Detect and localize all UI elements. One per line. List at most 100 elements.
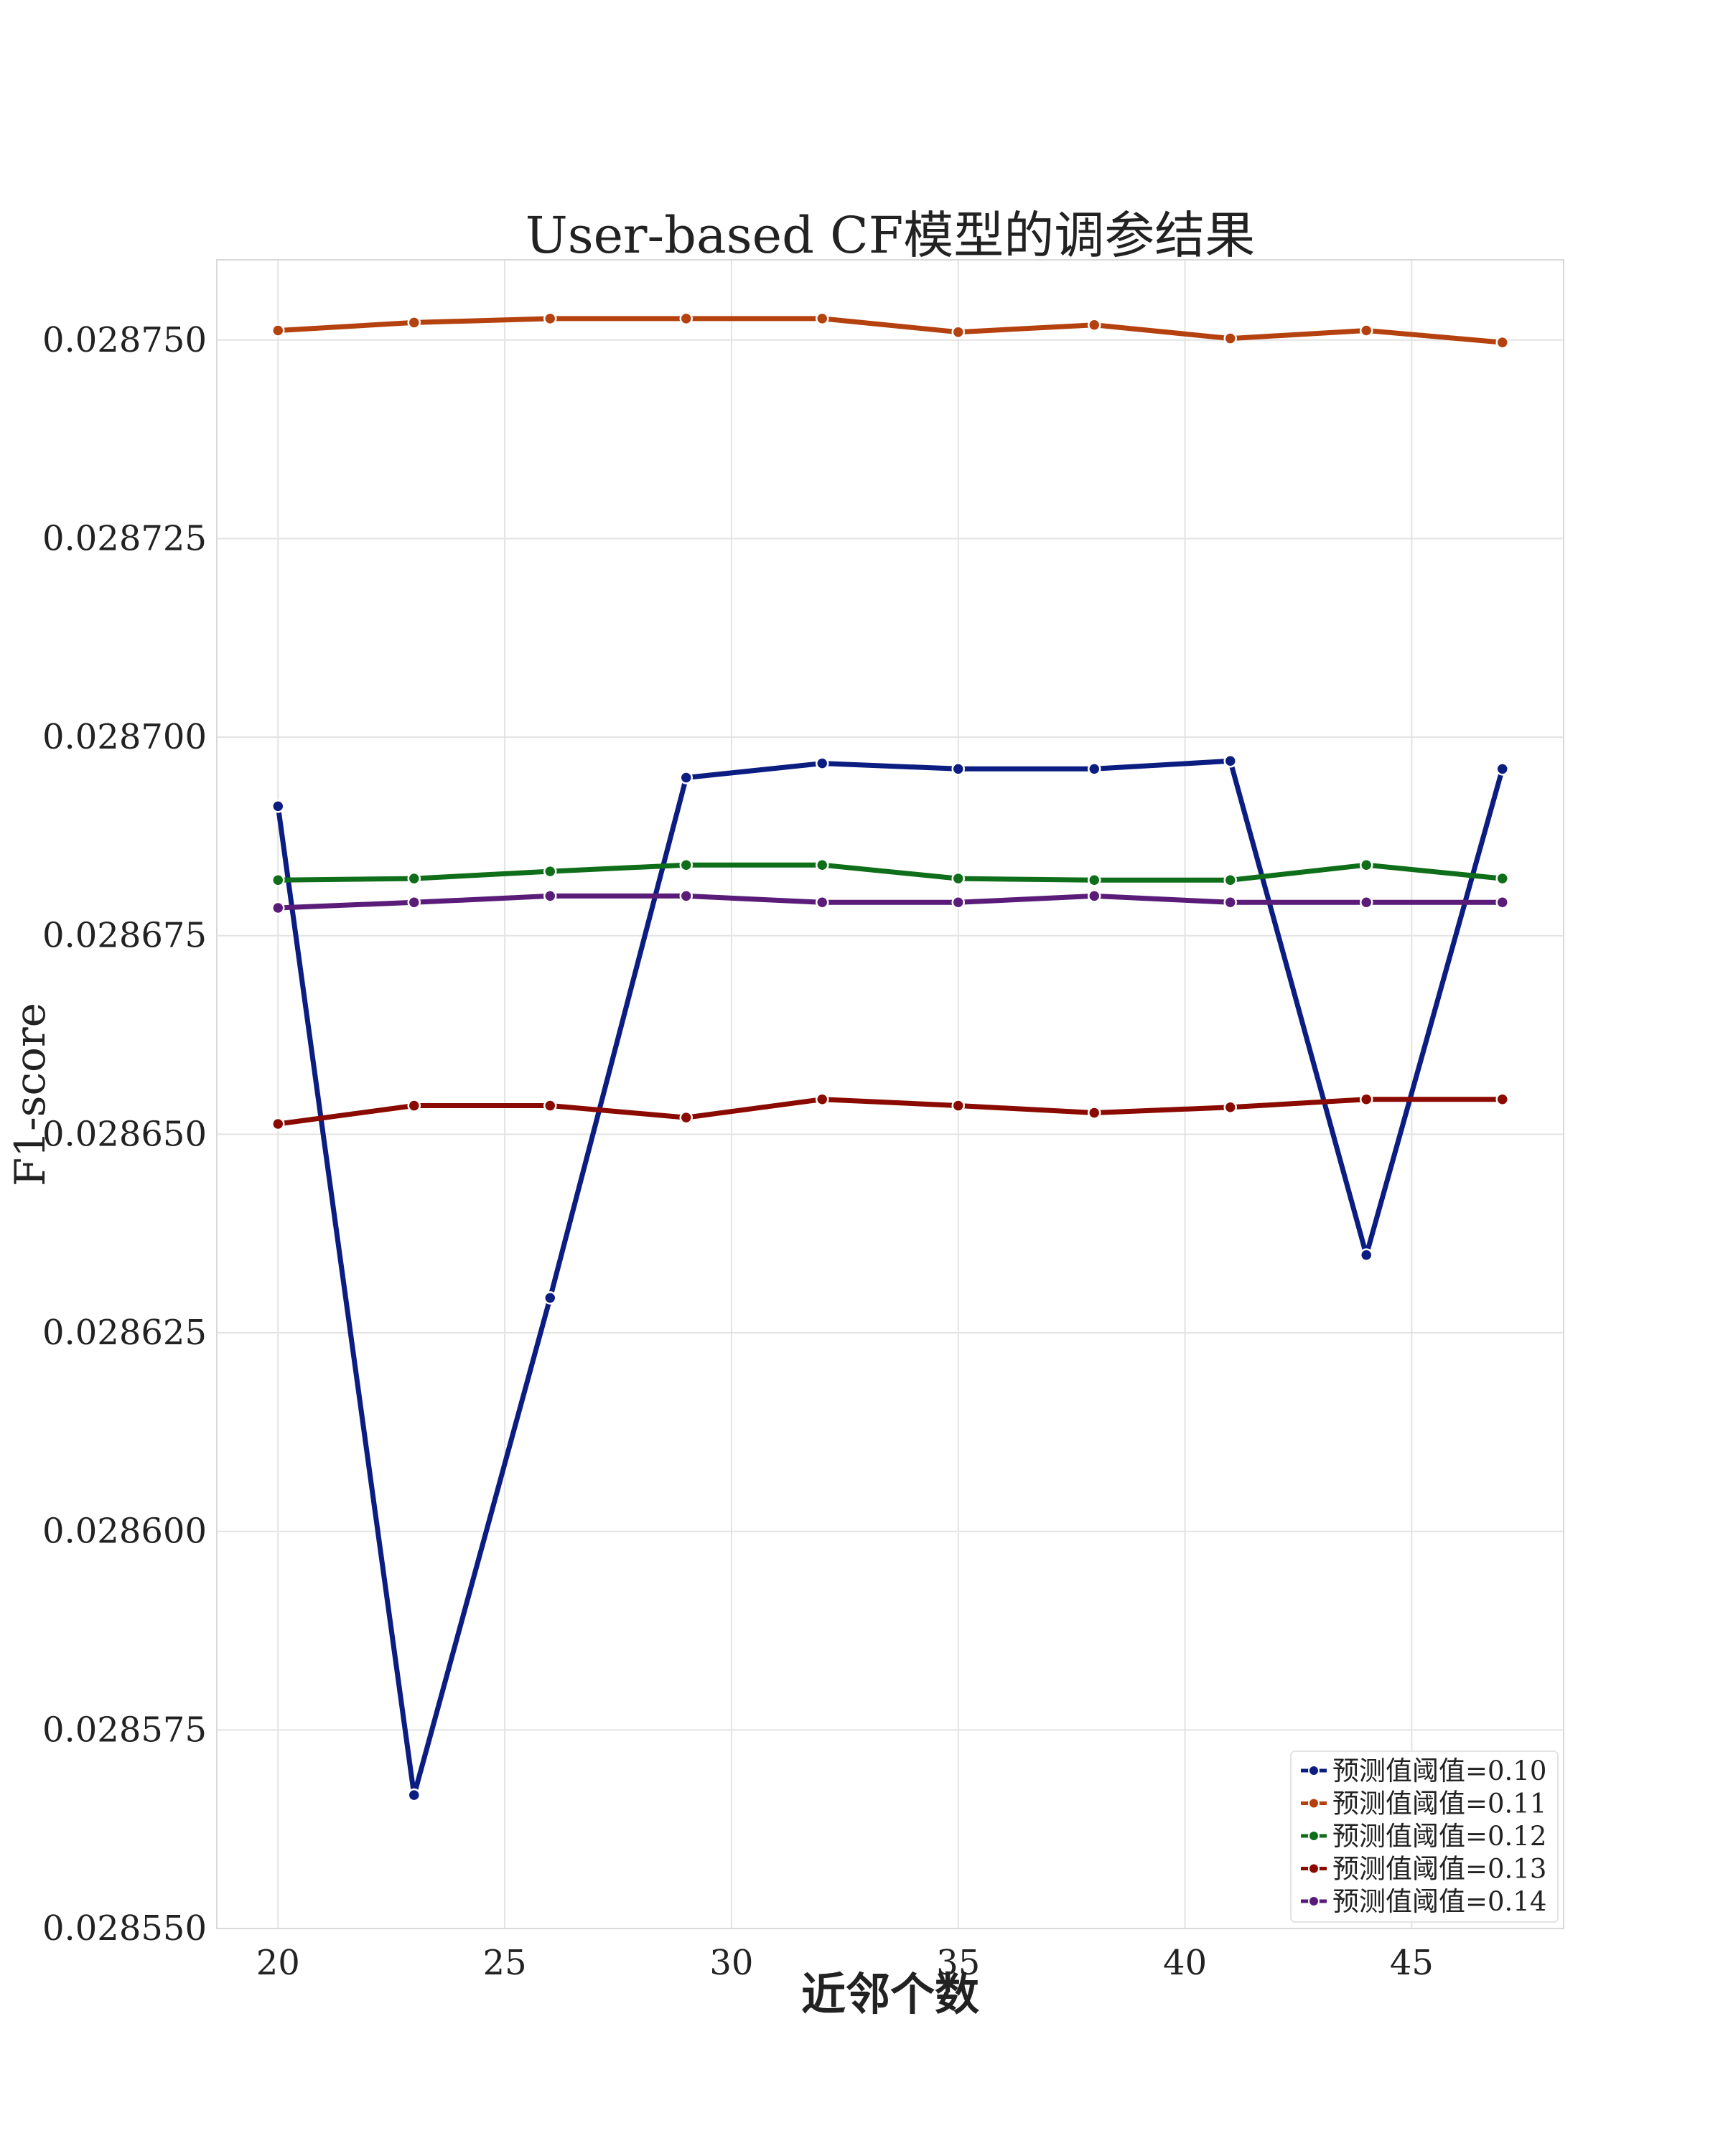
x-tick-label: 25 bbox=[483, 1943, 527, 1983]
data-point bbox=[816, 756, 829, 770]
x-tick-label: 20 bbox=[256, 1943, 300, 1983]
series-line bbox=[275, 316, 1505, 345]
y-tick-label: 0.028550 bbox=[42, 1908, 207, 1949]
data-point bbox=[951, 1099, 965, 1112]
x-tick-label: 40 bbox=[1163, 1943, 1207, 1983]
data-point bbox=[543, 1099, 557, 1112]
data-point bbox=[271, 1117, 285, 1131]
legend-label: 预测值阈值=0.13 bbox=[1332, 1854, 1546, 1885]
legend-item: 预测值阈值=0.10 bbox=[1301, 1756, 1546, 1786]
data-point bbox=[407, 896, 421, 909]
data-point bbox=[271, 901, 285, 915]
data-point bbox=[1087, 1106, 1101, 1120]
x-tick-label: 45 bbox=[1390, 1943, 1434, 1983]
series-layer bbox=[271, 311, 1509, 1802]
series-line bbox=[275, 862, 1505, 883]
data-point bbox=[951, 896, 965, 909]
tick-layer: 20 25 30 35 40 45 0.028550 0.028575 0.028600 0.02… bbox=[42, 320, 1434, 1983]
data-point bbox=[1087, 318, 1101, 332]
legend-label: 预测值阈值=0.11 bbox=[1332, 1789, 1546, 1819]
legend-marker bbox=[1308, 1797, 1320, 1809]
data-point bbox=[1495, 762, 1509, 776]
legend-item: 预测值阈值=0.14 bbox=[1301, 1886, 1546, 1917]
legend-marker bbox=[1308, 1895, 1320, 1907]
legend-items: 预测值阈值=0.10预测值阈值=0.11预测值阈值=0.12预测值阈值=0.13… bbox=[1301, 1756, 1546, 1917]
grid-layer bbox=[217, 260, 1564, 1929]
data-point bbox=[1223, 1100, 1237, 1115]
legend-label: 预测值阈值=0.12 bbox=[1332, 1821, 1546, 1852]
y-tick-label: 0.028750 bbox=[42, 320, 207, 360]
y-axis-label: F1-score bbox=[6, 1003, 55, 1186]
data-point bbox=[1359, 896, 1373, 909]
series-line bbox=[275, 758, 1505, 1798]
y-tick-label: 0.028600 bbox=[42, 1511, 207, 1552]
data-point bbox=[816, 311, 829, 326]
x-tick-label: 30 bbox=[709, 1943, 753, 1983]
data-point bbox=[1087, 873, 1101, 887]
data-point bbox=[951, 325, 965, 339]
legend-label: 预测值阈值=0.14 bbox=[1332, 1886, 1546, 1917]
data-point bbox=[1359, 324, 1373, 337]
data-point bbox=[407, 1099, 421, 1112]
data-point bbox=[679, 858, 694, 872]
x-axis-label: 近邻个数 bbox=[801, 1968, 979, 2020]
legend-marker bbox=[1308, 1862, 1320, 1875]
data-point bbox=[679, 1110, 694, 1125]
legend-frame bbox=[1290, 1750, 1559, 1923]
data-point bbox=[816, 858, 829, 872]
data-point bbox=[1223, 332, 1237, 345]
y-tick-label: 0.028675 bbox=[42, 916, 207, 956]
data-point bbox=[1087, 762, 1101, 776]
data-point bbox=[679, 311, 694, 326]
y-tick-label: 0.028725 bbox=[42, 518, 207, 558]
data-point bbox=[543, 311, 557, 326]
legend-item: 预测值阈值=0.11 bbox=[1301, 1789, 1546, 1819]
data-point bbox=[1495, 871, 1509, 886]
data-point bbox=[1223, 873, 1237, 887]
y-tick-label: 0.028575 bbox=[42, 1710, 207, 1750]
data-point bbox=[271, 873, 285, 887]
data-point bbox=[1359, 858, 1373, 872]
data-point bbox=[1359, 1248, 1373, 1262]
data-point bbox=[951, 762, 965, 776]
data-point bbox=[407, 316, 421, 329]
series-4 bbox=[271, 889, 1509, 915]
plot-frame bbox=[216, 259, 1564, 1929]
data-point bbox=[543, 864, 557, 878]
legend-item: 预测值阈值=0.12 bbox=[1301, 1821, 1546, 1852]
y-tick-label: 0.028650 bbox=[42, 1114, 207, 1154]
y-tick-label: 0.028700 bbox=[42, 717, 207, 757]
data-point bbox=[1495, 1092, 1509, 1106]
data-point bbox=[271, 324, 285, 337]
data-point bbox=[407, 871, 421, 886]
data-point bbox=[1495, 896, 1509, 909]
legend-marker bbox=[1308, 1830, 1320, 1842]
series-line bbox=[275, 1097, 1505, 1127]
series-0 bbox=[271, 754, 1509, 1802]
series-1 bbox=[271, 311, 1509, 350]
chart-title: User-based CF模型的调参结果 bbox=[526, 206, 1256, 265]
data-point bbox=[679, 889, 694, 903]
data-point bbox=[543, 1291, 557, 1305]
y-tick-label: 0.028625 bbox=[42, 1313, 207, 1353]
series-2 bbox=[271, 858, 1509, 887]
data-point bbox=[816, 896, 829, 909]
data-point bbox=[543, 889, 557, 903]
data-point bbox=[1495, 335, 1509, 350]
data-point bbox=[1359, 1092, 1373, 1106]
data-point bbox=[1087, 889, 1101, 903]
data-point bbox=[271, 800, 285, 813]
legend-item: 预测值阈值=0.13 bbox=[1301, 1854, 1546, 1885]
legend: 预测值阈值=0.10预测值阈值=0.11预测值阈值=0.12预测值阈值=0.13… bbox=[1290, 1750, 1559, 1923]
data-point bbox=[1223, 754, 1237, 768]
data-point bbox=[1223, 896, 1237, 909]
legend-label: 预测值阈值=0.10 bbox=[1332, 1756, 1546, 1786]
legend-marker bbox=[1308, 1765, 1320, 1776]
series-3 bbox=[271, 1092, 1509, 1131]
data-point bbox=[407, 1788, 421, 1802]
data-point bbox=[951, 871, 965, 886]
data-point bbox=[816, 1092, 829, 1106]
series-line bbox=[275, 893, 1505, 911]
